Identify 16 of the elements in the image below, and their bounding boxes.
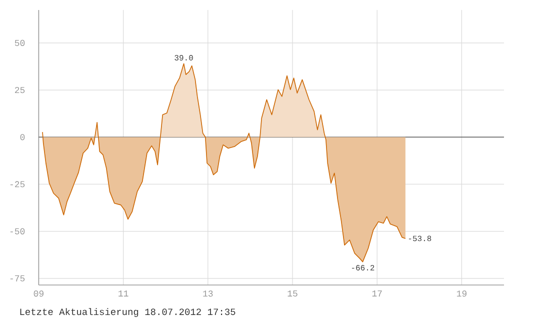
y-tick-label: 25 (15, 86, 25, 94)
annotation: -66.2 (352, 265, 374, 270)
y-tick-label: 50 (14, 40, 25, 46)
y-tick-label: 0 (20, 134, 25, 140)
x-tick-label: 17 (372, 290, 382, 296)
y-tick-label: -25 (10, 181, 25, 188)
annotation: -53.8 (408, 236, 432, 242)
y-tick-label: -75 (10, 275, 25, 282)
x-tick-label: 13 (203, 290, 213, 297)
y-tick-label: -50 (10, 228, 25, 234)
x-tick-label: 15 (288, 290, 298, 297)
x-tick-label: 09 (34, 290, 44, 297)
text: Letzte Aktualisierung 18.07.2012 17:35 (20, 308, 236, 317)
x-tick-label: 19 (456, 290, 466, 297)
annotation: 39.0 (174, 55, 193, 60)
x-tick-label: 11 (118, 290, 128, 296)
